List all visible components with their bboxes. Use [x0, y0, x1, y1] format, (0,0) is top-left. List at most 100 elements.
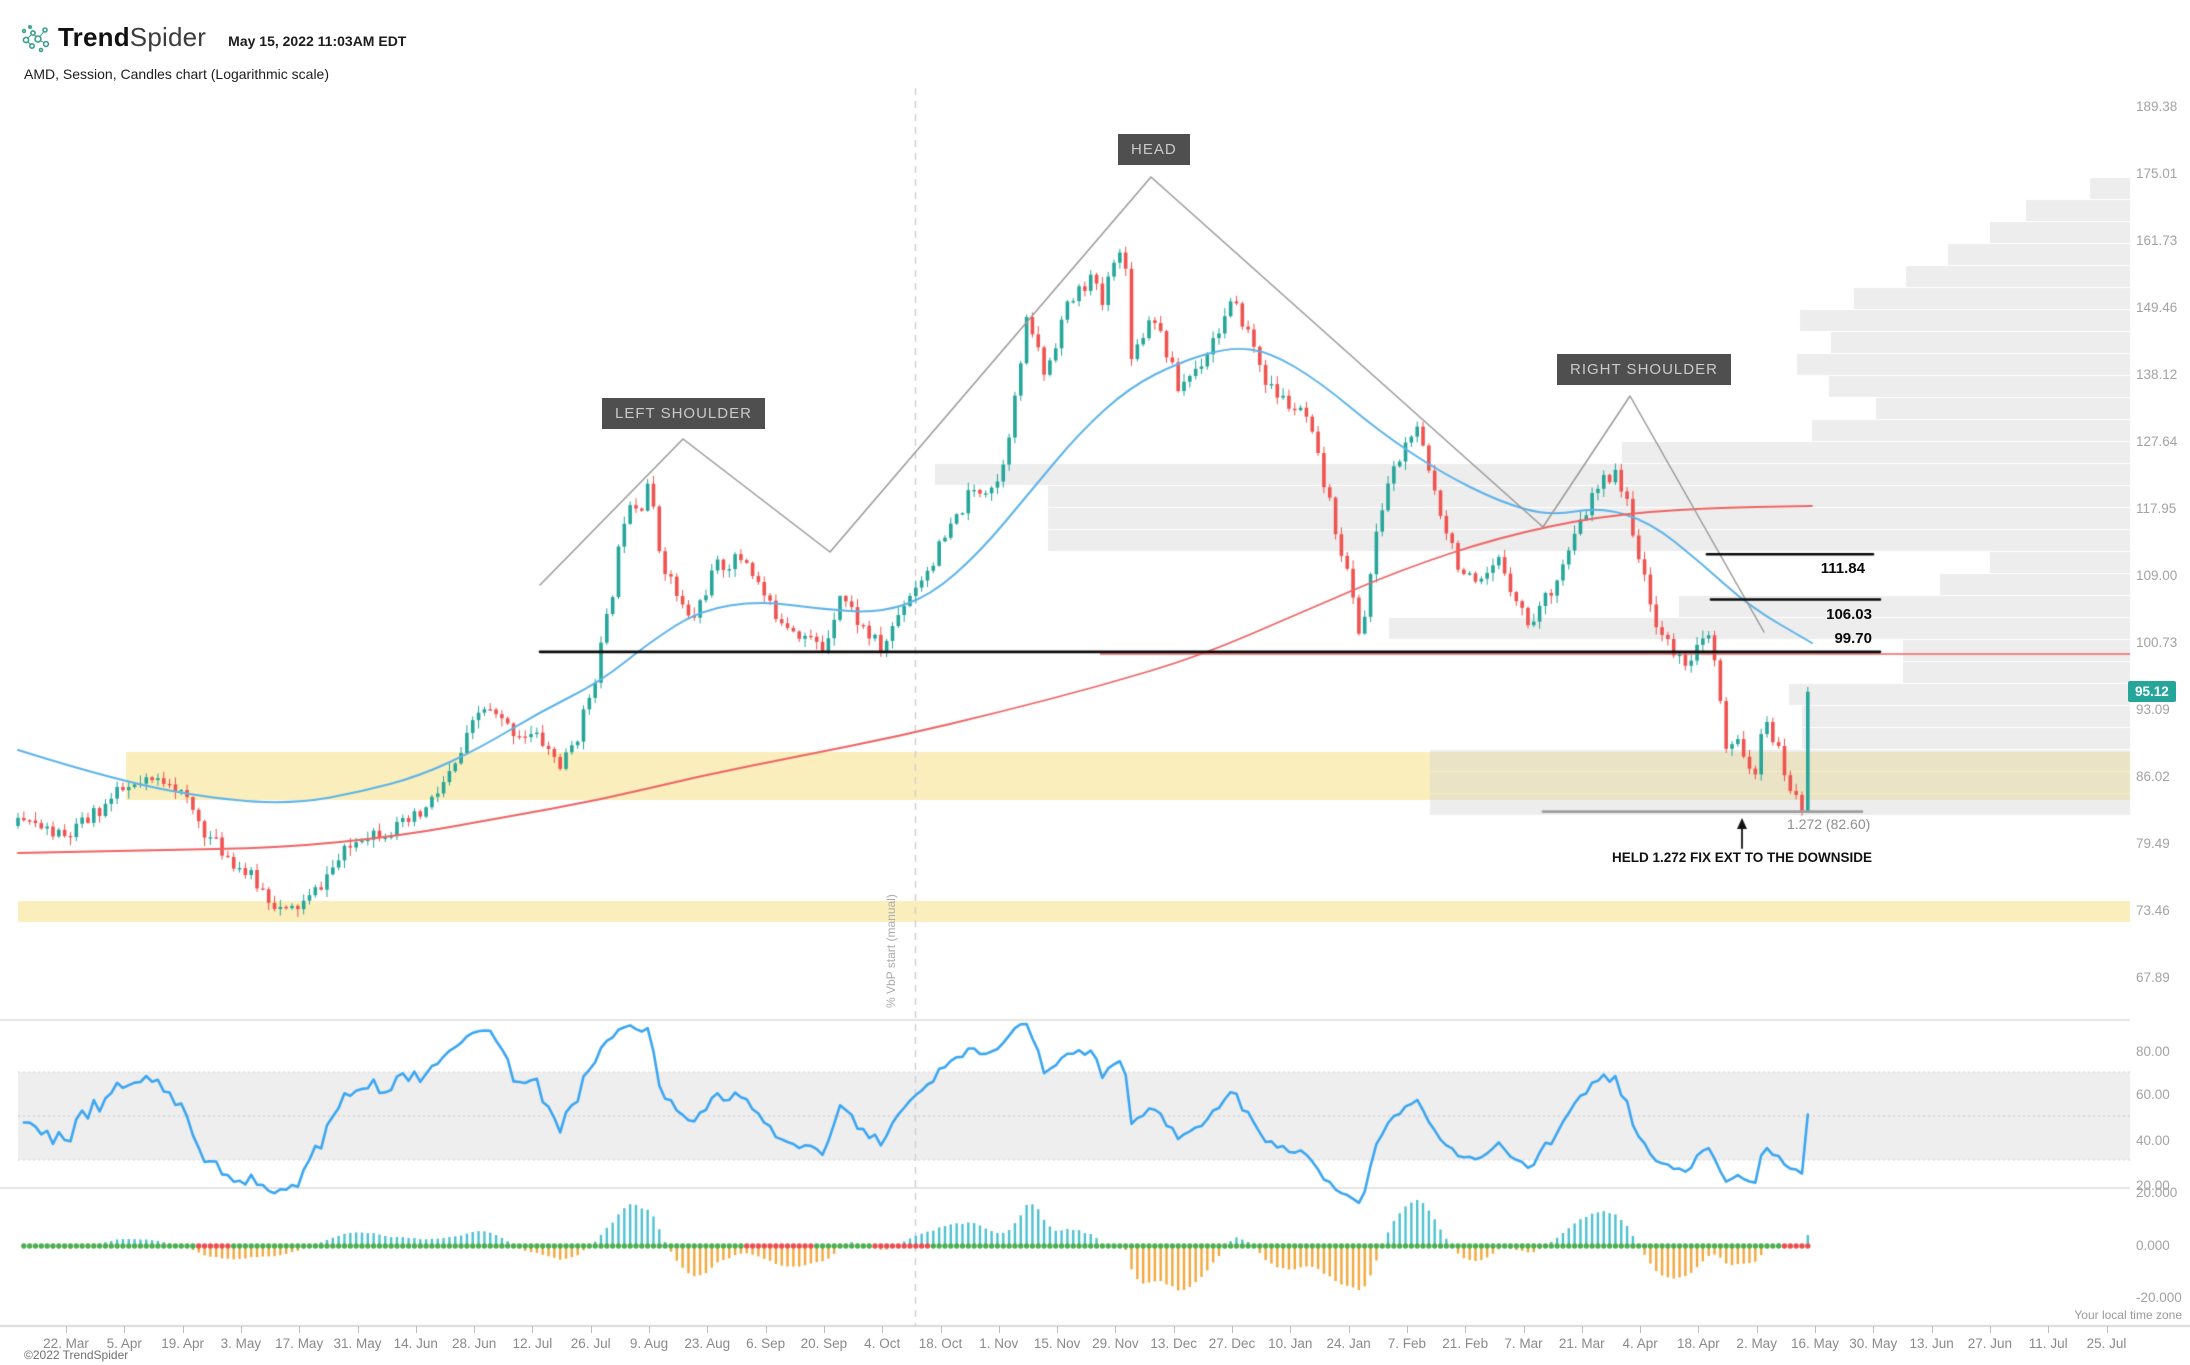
date-tick-mark [1406, 1326, 1408, 1333]
pattern-label-right-shoulder: RIGHT SHOULDER [1557, 354, 1731, 385]
date-label-6-Sep: 6. Sep [746, 1336, 786, 1351]
date-tick-mark [1640, 1326, 1642, 1333]
timezone-note[interactable]: Your local time zone [2074, 1308, 2182, 1322]
date-label-16-May: 16. May [1790, 1336, 1840, 1351]
macd-tick-0.000: 0.000 [2136, 1238, 2170, 1253]
rsi-tick-20.00: 20.00 [2136, 1178, 2170, 1193]
date-tick-mark [1465, 1326, 1467, 1333]
rsi-tick-60.00: 60.00 [2136, 1087, 2170, 1102]
date-label-30-May: 30. May [1849, 1336, 1898, 1351]
date-tick-mark [240, 1326, 242, 1333]
date-tick-mark [2106, 1326, 2108, 1333]
date-label-21-Mar: 21. Mar [1558, 1336, 1605, 1351]
date-tick-mark [532, 1326, 534, 1333]
date-tick-mark [1057, 1326, 1059, 1333]
date-label-13-Jun: 13. Jun [1909, 1336, 1954, 1351]
date-tick-mark [649, 1326, 650, 1333]
date-label-18-Apr: 18. Apr [1677, 1336, 1720, 1351]
macd-tick--20.000: -20.000 [2136, 1290, 2182, 1305]
price-tick-67.89: 67.89 [2136, 970, 2170, 986]
date-label-22-Mar: 22. Mar [43, 1336, 89, 1351]
date-tick-mark [1523, 1326, 1525, 1333]
fib-extension-label: 1.272 (82.60) [1787, 816, 1871, 832]
date-label-27-Dec: 27. Dec [1208, 1336, 1256, 1351]
date-label-10-Jan: 10. Jan [1268, 1336, 1313, 1351]
date-tick-mark [882, 1326, 884, 1333]
price-tick-175.01: 175.01 [2136, 166, 2178, 181]
date-label-26-Jul: 26. Jul [570, 1336, 611, 1351]
date-label-7-Feb: 7. Feb [1387, 1336, 1427, 1351]
price-tick-86.02: 86.02 [2136, 769, 2170, 785]
chart-timestamp: May 15, 2022 11:03AM EDT [228, 32, 407, 49]
date-label-13-Dec: 13. Dec [1150, 1336, 1197, 1351]
date-tick-mark [2048, 1326, 2050, 1333]
date-label-25-Jul: 25. Jul [2086, 1336, 2127, 1351]
date-label-3-May: 3. May [220, 1336, 262, 1351]
date-label-2-May: 2. May [1736, 1336, 1777, 1351]
date-tick-mark [1756, 1326, 1758, 1333]
date-tick-mark [182, 1326, 184, 1333]
date-label-5-Apr: 5. Apr [106, 1336, 142, 1351]
date-label-4-Oct: 4. Oct [864, 1336, 901, 1351]
level-label-99.70: 99.70 [1834, 629, 1872, 647]
price-tick-189.38: 189.38 [2136, 99, 2178, 114]
held-annotation-text: HELD 1.272 FIX EXT TO THE DOWNSIDE [1611, 850, 1873, 865]
header: TrendSpider May 15, 2022 11:03AM EDT [20, 22, 406, 53]
date-tick-mark [940, 1326, 942, 1333]
app-title: TrendSpider [58, 22, 207, 52]
date-label-12-Jul: 12. Jul [512, 1336, 553, 1351]
price-tick-161.73: 161.73 [2136, 233, 2178, 249]
date-label-9-Aug: 9. Aug [629, 1336, 669, 1351]
price-tick-93.09: 93.09 [2136, 702, 2170, 718]
date-tick-mark [1115, 1326, 1117, 1333]
date-label-21-Feb: 21. Feb [1442, 1336, 1489, 1351]
date-label-18-Oct: 18. Oct [918, 1336, 963, 1351]
date-label-1-Nov: 1. Nov [979, 1336, 1019, 1351]
chart-subtitle: AMD, Session, Candles chart (Logarithmic… [24, 66, 330, 82]
date-tick-mark [474, 1326, 476, 1333]
price-tick-127.64: 127.64 [2136, 434, 2178, 450]
trendspider-logo-icon [21, 24, 50, 52]
date-label-15-Nov: 15. Nov [1033, 1336, 1081, 1351]
price-tick-117.95: 117.95 [2136, 501, 2177, 517]
level-label-111.84: 111.84 [1820, 560, 1865, 578]
date-tick-mark [299, 1326, 301, 1333]
date-tick-mark [1581, 1326, 1583, 1333]
date-label-27-Jun: 27. Jun [1967, 1336, 2013, 1351]
date-tick-mark [1348, 1326, 1350, 1333]
price-tick-73.46: 73.46 [2136, 903, 2170, 919]
date-label-14-Jun: 14. Jun [393, 1336, 438, 1351]
current-price-badge: 95.12 [2128, 680, 2176, 702]
price-tick-109.00: 109.00 [2136, 568, 2178, 584]
level-label-106.03: 106.03 [1826, 605, 1872, 623]
date-tick-mark [823, 1326, 825, 1333]
date-tick-mark [1232, 1326, 1233, 1333]
pattern-label-head: HEAD [1118, 134, 1190, 165]
date-tick-mark [1815, 1326, 1816, 1333]
macd-tick-20.000: 20.000 [2136, 1185, 2178, 1200]
date-label-23-Aug: 23. Aug [684, 1336, 731, 1351]
rsi-tick-80.00: 80.00 [2136, 1044, 2170, 1059]
date-label-31-May: 31. May [333, 1336, 382, 1351]
date-label-28-Jun: 28. Jun [451, 1336, 497, 1351]
date-tick-mark [590, 1326, 592, 1333]
date-tick-mark [998, 1326, 1000, 1333]
date-label-24-Jan: 24. Jan [1326, 1336, 1371, 1351]
copyright-note: ©2022 TrendSpider [24, 1348, 129, 1362]
date-label-29-Nov: 29. Nov [1092, 1336, 1139, 1351]
price-tick-79.49: 79.49 [2136, 836, 2170, 852]
date-tick-mark [1873, 1326, 1875, 1333]
date-tick-mark [1290, 1326, 1292, 1333]
date-tick-mark [1931, 1326, 1933, 1333]
date-tick-mark [357, 1326, 359, 1333]
date-tick-mark [707, 1326, 709, 1333]
rsi-tick-40.00: 40.00 [2136, 1133, 2170, 1148]
date-tick-mark [1173, 1326, 1175, 1333]
date-tick-mark [66, 1326, 67, 1333]
pattern-label-left-shoulder: LEFT SHOULDER [602, 398, 765, 429]
date-tick-mark [415, 1326, 417, 1333]
date-tick-mark [1698, 1326, 1700, 1333]
date-label-11-Jul: 11. Jul [2028, 1336, 2068, 1351]
